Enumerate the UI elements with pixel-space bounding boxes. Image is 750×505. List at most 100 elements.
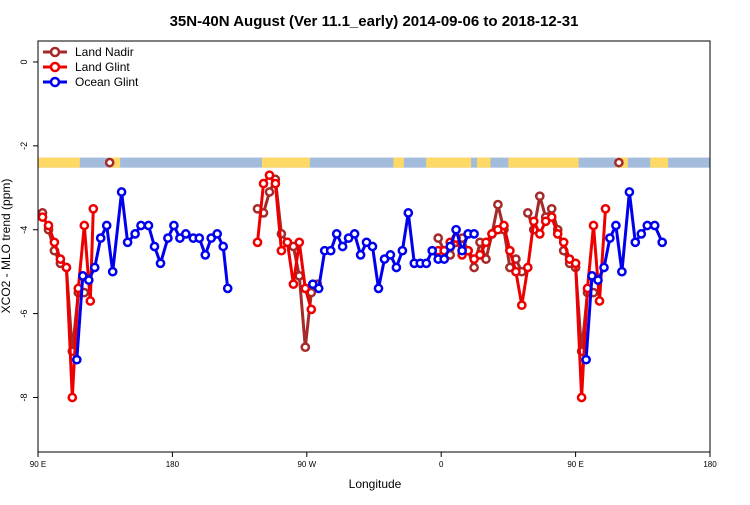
data-point-ocean-glint xyxy=(373,283,384,294)
land-band-segment xyxy=(393,157,404,168)
land-ocean-band xyxy=(38,157,710,168)
data-point-land-glint xyxy=(55,254,66,264)
data-point-ocean-glint xyxy=(200,250,211,260)
data-point-ocean-glint xyxy=(180,229,191,239)
data-point-ocean-glint xyxy=(116,187,127,197)
data-point-ocean-glint xyxy=(83,275,94,285)
data-point-land-glint xyxy=(37,212,48,222)
legend-entry-land-nadir: Land Nadir xyxy=(43,45,134,59)
data-point-land-nadir xyxy=(469,262,479,273)
data-point-land-glint xyxy=(252,237,263,248)
data-point-land-glint xyxy=(67,392,78,403)
x-tick-label: 0 xyxy=(439,460,444,469)
x-tick-label: 90 E xyxy=(567,460,583,469)
data-point-land-nadir xyxy=(294,271,305,281)
data-point-land-glint xyxy=(294,237,305,248)
data-point-land-nadir xyxy=(300,342,311,353)
data-point-ocean-glint xyxy=(439,254,450,264)
data-point-land-glint xyxy=(300,283,311,294)
series-line-land-glint xyxy=(41,208,95,399)
data-point-land-nadir xyxy=(493,199,503,210)
data-point-land-glint xyxy=(516,300,527,311)
data-point-land-glint xyxy=(576,392,587,403)
data-point-ocean-glint xyxy=(331,229,342,239)
y-axis-label: XCO2 - MLO trend (ppm) xyxy=(0,179,13,314)
data-point-ocean-glint xyxy=(194,233,205,243)
data-point-land-nadir xyxy=(433,233,444,243)
series-land-glint xyxy=(37,170,611,403)
data-point-ocean-glint xyxy=(636,229,647,239)
data-point-ocean-glint xyxy=(163,233,173,243)
data-point-land-glint xyxy=(288,279,299,290)
data-point-land-glint xyxy=(79,220,90,231)
legend-swatch-marker xyxy=(49,61,61,73)
legend-entry-land-glint: Land Glint xyxy=(43,60,130,74)
data-point-ocean-glint xyxy=(95,233,106,243)
data-point-land-glint xyxy=(258,178,269,189)
land-band-segment xyxy=(38,157,80,168)
series-layer xyxy=(37,157,668,403)
data-point-land-glint xyxy=(600,203,611,214)
legend-label: Land Glint xyxy=(75,60,130,74)
data-point-land-nadir xyxy=(546,203,557,214)
data-point-land-glint xyxy=(481,237,491,248)
data-point-ocean-glint xyxy=(657,237,668,248)
data-point-ocean-glint xyxy=(391,262,402,273)
data-point-ocean-glint xyxy=(649,220,660,231)
chart-title: 35N-40N August (Ver 11.1_early) 2014-09-… xyxy=(170,13,579,30)
series-line-ocean-glint xyxy=(75,190,230,360)
x-tick-label: 90 E xyxy=(30,460,46,469)
data-point-land-glint xyxy=(61,262,72,273)
data-point-ocean-glint xyxy=(143,220,154,231)
data-point-ocean-glint xyxy=(451,224,461,235)
legend-entry-ocean-glint: Ocean Glint xyxy=(43,75,139,89)
data-point-ocean-glint xyxy=(630,237,641,248)
data-point-ocean-glint xyxy=(71,354,82,365)
data-point-ocean-glint xyxy=(385,250,396,260)
data-point-land-glint xyxy=(505,245,515,256)
data-point-ocean-glint xyxy=(599,262,609,273)
data-point-ocean-glint xyxy=(136,220,146,231)
data-point-land-nadir xyxy=(104,157,115,168)
data-point-ocean-glint xyxy=(355,250,366,260)
x-tick-label: 90 W xyxy=(297,460,316,469)
data-point-ocean-glint xyxy=(155,258,166,269)
data-point-land-glint xyxy=(528,216,539,227)
data-point-land-glint xyxy=(264,170,275,181)
data-point-land-glint xyxy=(306,304,317,315)
data-point-land-glint xyxy=(499,220,509,231)
data-point-land-glint xyxy=(546,212,557,222)
data-point-land-nadir xyxy=(264,187,275,197)
data-point-ocean-glint xyxy=(617,266,627,277)
data-point-ocean-glint xyxy=(581,354,591,365)
data-point-ocean-glint xyxy=(469,229,479,239)
data-point-land-glint xyxy=(49,237,60,248)
data-point-land-glint xyxy=(85,296,96,306)
land-band-segment xyxy=(109,157,121,168)
land-band-segment xyxy=(508,157,579,168)
data-point-land-nadir xyxy=(522,208,533,218)
data-point-ocean-glint xyxy=(325,245,336,256)
data-point-ocean-glint xyxy=(605,233,615,243)
legend-swatch-marker xyxy=(49,46,61,58)
data-point-ocean-glint xyxy=(642,220,653,231)
land-band-segment xyxy=(426,157,472,168)
data-point-ocean-glint xyxy=(349,229,360,239)
y-tick-label: -8 xyxy=(19,393,29,401)
data-point-ocean-glint xyxy=(107,266,118,277)
series-land-nadir xyxy=(37,157,624,357)
data-point-land-glint xyxy=(588,220,599,231)
data-point-land-glint xyxy=(43,220,54,231)
data-point-ocean-glint xyxy=(427,245,438,256)
data-point-ocean-glint xyxy=(611,220,621,231)
data-point-ocean-glint xyxy=(397,245,408,256)
data-point-ocean-glint xyxy=(149,241,160,252)
data-point-land-glint xyxy=(522,262,533,273)
data-point-ocean-glint xyxy=(337,241,348,252)
data-point-land-glint xyxy=(270,178,281,189)
data-point-land-glint xyxy=(282,237,293,248)
data-point-land-glint xyxy=(570,258,581,269)
x-tick-label: 180 xyxy=(166,460,180,469)
